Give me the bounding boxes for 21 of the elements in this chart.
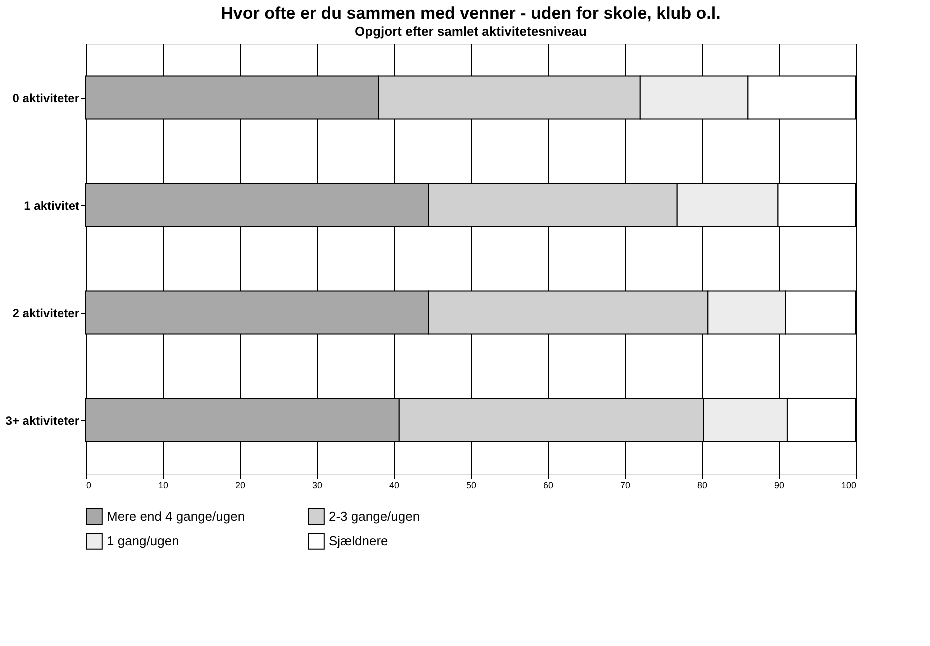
x-tick-label: 40 (389, 480, 400, 490)
y-tick-label: 0 aktiviteter (12, 91, 80, 106)
chart-title: Hvor ofte er du sammen med venner - uden for skole, klub o.l. (221, 4, 721, 23)
legend-label: Mere end 4 gange/ugen (107, 508, 246, 524)
x-tick-label: 10 (158, 480, 169, 490)
x-tick-label: 90 (774, 480, 785, 490)
x-tick-label: 70 (620, 480, 631, 490)
x-tick-label: 100 (841, 480, 856, 490)
x-tick-label: 60 (543, 480, 554, 490)
x-tick-label: 0 (86, 480, 92, 490)
x-tick-label: 80 (697, 480, 708, 490)
legend-label: Sjældnere (329, 534, 388, 548)
x-tick-label: 20 (235, 480, 246, 490)
x-tick-label: 30 (312, 480, 323, 490)
legend-label: 1 gang/ugen (107, 534, 180, 548)
y-tick-label: 1 aktivitet (24, 198, 80, 213)
chart-subtitle: Opgjort efter samlet aktivitetesniveau (355, 24, 588, 39)
y-tick-label: 3+ aktiviteter (6, 414, 80, 428)
y-tick-label: 2 aktiviteter (12, 306, 80, 320)
legend-label: 2-3 gange/ugen (329, 508, 420, 524)
x-tick-label: 50 (466, 480, 477, 490)
